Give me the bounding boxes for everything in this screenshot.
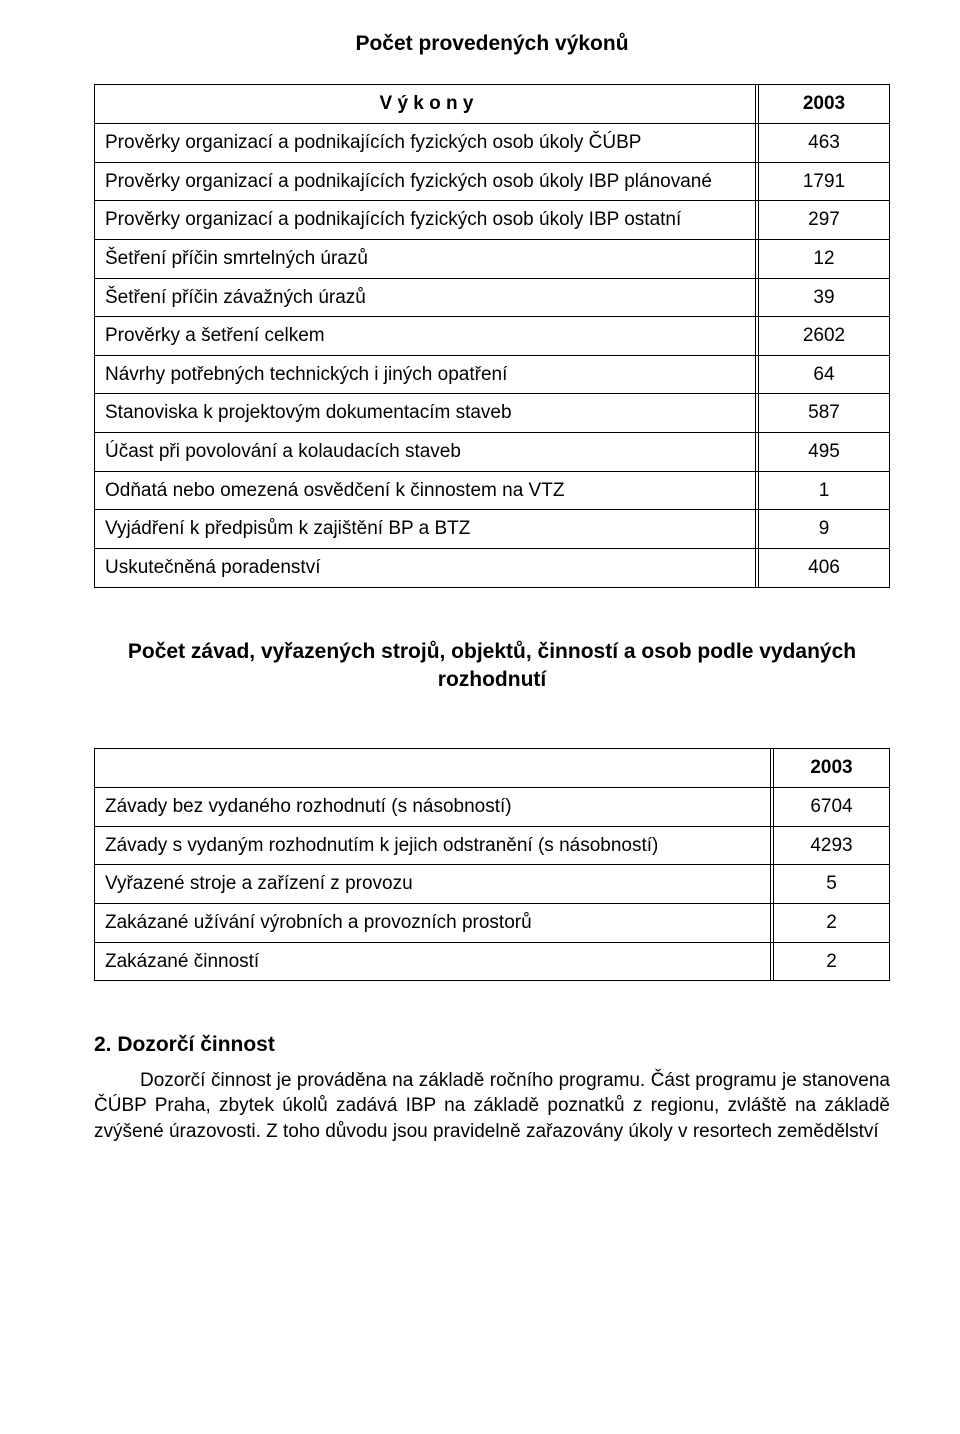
cell-label: Odňatá nebo omezená osvědčení k činnoste…	[95, 471, 759, 510]
table-zavady: 2003 Závady bez vydaného rozhodnutí (s n…	[94, 748, 890, 981]
cell-label: Prověrky a šetření celkem	[95, 317, 759, 356]
cell-value: 495	[759, 433, 890, 472]
cell-label: Závady s vydaným rozhodnutím k jejich od…	[95, 826, 774, 865]
cell-label: Stanoviska k projektovým dokumentacím st…	[95, 394, 759, 433]
cell-label: Prověrky organizací a podnikajících fyzi…	[95, 201, 759, 240]
cell-value: 39	[759, 278, 890, 317]
cell-value: 1791	[759, 162, 890, 201]
table-row: Uskutečněná poradenství406	[95, 549, 890, 588]
table-row: Vyřazené stroje a zařízení z provozu5	[95, 865, 890, 904]
table-row: Šetření příčin závažných úrazů39	[95, 278, 890, 317]
table-row: Závady s vydaným rozhodnutím k jejich od…	[95, 826, 890, 865]
table-row: Prověrky organizací a podnikajících fyzi…	[95, 201, 890, 240]
cell-label: Účast při povolování a kolaudacích stave…	[95, 433, 759, 472]
cell-label: Vyřazené stroje a zařízení z provozu	[95, 865, 774, 904]
cell-value: 5	[774, 865, 890, 904]
col-header-year: 2003	[759, 85, 890, 124]
col-header-year: 2003	[774, 749, 890, 788]
table-row: Vyjádření k předpisům k zajištění BP a B…	[95, 510, 890, 549]
table-vykony: V ý k o n y 2003 Prověrky organizací a p…	[94, 84, 890, 587]
table-header-row: 2003	[95, 749, 890, 788]
cell-label: Zakázané činností	[95, 942, 774, 981]
cell-label: Šetření příčin závažných úrazů	[95, 278, 759, 317]
table-row: Návrhy potřebných technických i jiných o…	[95, 355, 890, 394]
cell-value: 64	[759, 355, 890, 394]
col-header-label: V ý k o n y	[95, 85, 759, 124]
cell-label: Prověrky organizací a podnikajících fyzi…	[95, 123, 759, 162]
col-header-empty	[95, 749, 774, 788]
cell-value: 12	[759, 239, 890, 278]
cell-value: 4293	[774, 826, 890, 865]
cell-value: 6704	[774, 788, 890, 827]
table2-title: Počet závad, vyřazených strojů, objektů,…	[94, 638, 890, 695]
cell-value: 297	[759, 201, 890, 240]
table1-title: Počet provedených výkonů	[94, 30, 890, 58]
table-row: Zakázané činností2	[95, 942, 890, 981]
cell-value: 587	[759, 394, 890, 433]
cell-value: 463	[759, 123, 890, 162]
cell-value: 2	[774, 903, 890, 942]
cell-value: 9	[759, 510, 890, 549]
table-row: Prověrky organizací a podnikajících fyzi…	[95, 162, 890, 201]
cell-label: Návrhy potřebných technických i jiných o…	[95, 355, 759, 394]
cell-value: 406	[759, 549, 890, 588]
cell-label: Vyjádření k předpisům k zajištění BP a B…	[95, 510, 759, 549]
table-row: Účast při povolování a kolaudacích stave…	[95, 433, 890, 472]
cell-label: Uskutečněná poradenství	[95, 549, 759, 588]
section-heading: 2. Dozorčí činnost	[94, 1031, 890, 1059]
table-row: Odňatá nebo omezená osvědčení k činnoste…	[95, 471, 890, 510]
cell-label: Šetření příčin smrtelných úrazů	[95, 239, 759, 278]
cell-value: 2602	[759, 317, 890, 356]
table-row: Závady bez vydaného rozhodnutí (s násobn…	[95, 788, 890, 827]
table-row: Prověrky a šetření celkem2602	[95, 317, 890, 356]
table-row: Šetření příčin smrtelných úrazů12	[95, 239, 890, 278]
cell-value: 1	[759, 471, 890, 510]
cell-label: Zakázané užívání výrobních a provozních …	[95, 903, 774, 942]
cell-label: Závady bez vydaného rozhodnutí (s násobn…	[95, 788, 774, 827]
cell-label: Prověrky organizací a podnikajících fyzi…	[95, 162, 759, 201]
table-header-row: V ý k o n y 2003	[95, 85, 890, 124]
table-row: Prověrky organizací a podnikajících fyzi…	[95, 123, 890, 162]
table-row: Stanoviska k projektovým dokumentacím st…	[95, 394, 890, 433]
section-paragraph: Dozorčí činnost je prováděna na základě …	[94, 1068, 890, 1145]
cell-value: 2	[774, 942, 890, 981]
table-row: Zakázané užívání výrobních a provozních …	[95, 903, 890, 942]
